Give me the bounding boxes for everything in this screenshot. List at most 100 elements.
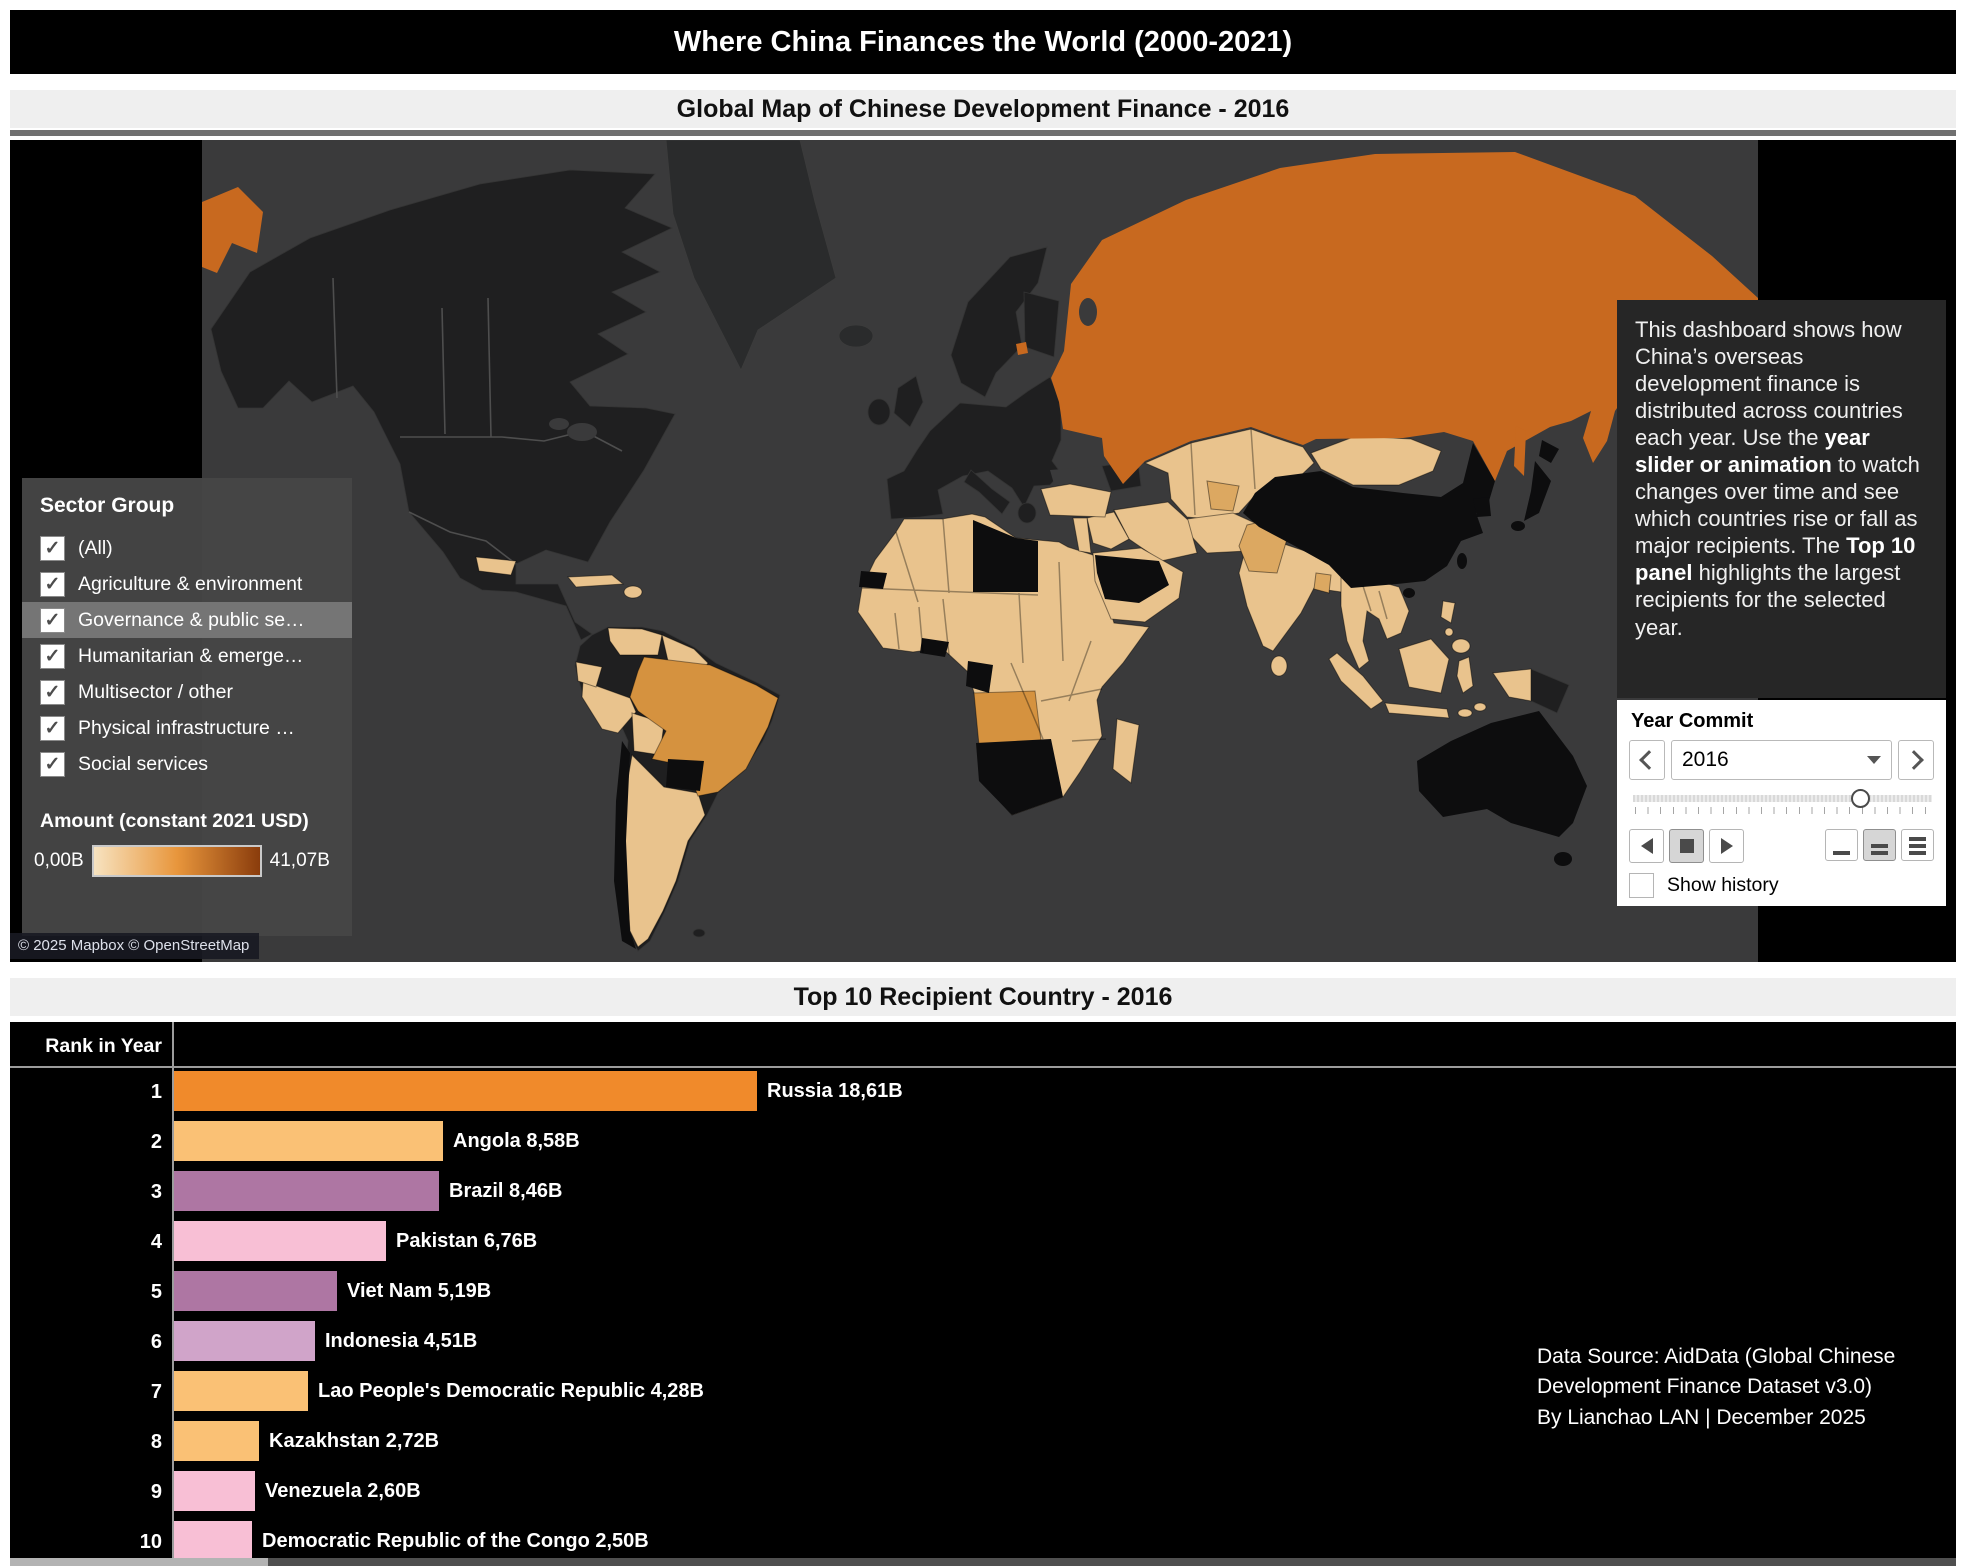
country-bar[interactable] [174,1121,443,1161]
country-bar[interactable] [174,1371,308,1411]
description-text: highlights the largest recipients for th… [1635,560,1901,640]
country-bar[interactable] [174,1071,757,1111]
playback-buttons [1629,829,1744,863]
credit-line: Data Source: AidData (Global Chinese Dev… [1537,1345,1896,1399]
speed-medium-button[interactable] [1863,829,1896,861]
sector-filter-item[interactable]: ✓ Physical infrastructure … [22,710,352,746]
top10-row: 4 Pakistan 6,76B [10,1220,1956,1270]
scrollbar-handle[interactable] [10,1558,268,1566]
year-slider-handle[interactable] [1851,789,1871,808]
show-history-row: Show history [1629,873,1934,898]
mid-finance-countries[interactable] [629,656,1042,797]
sector-filter-list: ✓ (All) ✓ Agriculture & environment ✓ Governa… [22,530,352,782]
checkbox-checked-icon[interactable]: ✓ [40,751,65,777]
year-next-button[interactable] [1898,740,1934,780]
year-prev-button[interactable] [1629,740,1665,780]
year-selector-row: 2016 [1629,740,1934,780]
sector-filter-label: Multisector / other [78,680,233,703]
map-attribution: © 2025 Mapbox © OpenStreetMap [10,933,260,959]
top10-bar-chart: Rank in Year 1 Russia 18,61B 2 Angola 8,58B… [10,1022,1956,1558]
speed-slow-button[interactable] [1825,829,1858,861]
legend-max-label: 41,07B [269,850,330,871]
bar-value-label: Venezuela 2,60B [265,1480,421,1502]
chart-vertical-divider [172,1022,174,1558]
rank-label: 2 [150,1131,162,1153]
checkbox-checked-icon[interactable]: ✓ [40,571,65,597]
top10-row: 10 Democratic Republic of the Congo 2,50B [10,1520,1956,1558]
rank-label: 7 [150,1381,162,1403]
sector-filter-label: Social services [78,752,209,775]
bar-value-label: Indonesia 4,51B [325,1330,478,1352]
bar-value-label: Viet Nam 5,19B [347,1280,492,1302]
top10-row: 5 Viet Nam 5,19B [10,1270,1956,1320]
country-bar[interactable] [174,1521,252,1558]
year-slider[interactable] [1633,789,1932,820]
dashboard-title: Where China Finances the World (2000-202… [673,25,1293,58]
sector-filter-panel: Sector Group ✓ (All) ✓ Agriculture & enviro… [22,478,352,936]
description-text: This dashboard shows how China’s oversea… [1635,317,1903,451]
bar-value-label: Brazil 8,46B [449,1180,563,1202]
chevron-left-icon [1639,750,1659,770]
checkbox-checked-icon[interactable]: ✓ [40,607,65,633]
low-finance-countries[interactable] [475,428,1532,948]
sector-filter-item[interactable]: ✓ Social services [22,746,352,782]
sector-filter-label: Governance & public se… [78,608,305,631]
bar-value-label: Russia 18,61B [767,1080,903,1102]
caret-down-icon [1867,756,1881,764]
horizontal-scrollbar[interactable] [10,1558,1956,1566]
zero-finance-countries[interactable] [614,440,1587,949]
rank-label: 9 [150,1481,162,1503]
bar-value-label: Lao People's Democratic Republic 4,28B [318,1380,704,1402]
world-map-svg[interactable] [10,140,1956,962]
sector-filter-label: Agriculture & environment [78,572,303,595]
rank-header: Rank in Year [45,1035,162,1057]
sector-filter-item[interactable]: ✓ Multisector / other [22,674,352,710]
rank-label: 1 [150,1081,162,1103]
sector-filter-item[interactable]: ✓ Governance & public se… [22,602,352,638]
checkbox-checked-icon[interactable]: ✓ [40,679,65,705]
bar-rows: 1 Russia 18,61B 2 Angola 8,58B 3 Brazil 8,46B… [10,1070,1956,1558]
rank-label: 4 [150,1231,162,1253]
year-slider-track[interactable] [1633,795,1932,802]
sector-filter-item[interactable]: ✓ Humanitarian & emerge… [22,638,352,674]
rank-label: 6 [150,1331,162,1353]
chevron-right-icon [1904,750,1924,770]
speed-slow-icon [1833,851,1850,855]
legend-gradient-bar [91,845,262,877]
top10-row: 6 Indonesia 4,51B [10,1320,1956,1370]
checkbox-checked-icon[interactable]: ✓ [40,535,65,561]
rank-label: 5 [150,1281,162,1303]
year-commit-panel: Year Commit 2016 [1617,700,1946,906]
country-bar[interactable] [174,1321,315,1361]
country-bar[interactable] [174,1421,259,1461]
top10-row: 9 Venezuela 2,60B [10,1470,1956,1520]
country-bar[interactable] [174,1171,439,1211]
show-history-checkbox[interactable] [1629,873,1654,898]
checkbox-checked-icon[interactable]: ✓ [40,643,65,669]
top10-row: 2 Angola 8,58B [10,1120,1956,1170]
bar-value-label: Pakistan 6,76B [396,1230,538,1252]
country-bar[interactable] [174,1221,386,1261]
step-back-button[interactable] [1629,829,1664,863]
top10-row: 1 Russia 18,61B [10,1070,1956,1120]
sector-filter-item[interactable]: ✓ (All) [22,530,352,566]
sector-filter-label: Physical infrastructure … [78,716,295,739]
top10-row: 3 Brazil 8,46B [10,1170,1956,1220]
speed-fast-button[interactable] [1901,829,1934,861]
chart-horizontal-divider [10,1066,1956,1068]
high-finance-countries[interactable] [202,152,1758,484]
stop-button[interactable] [1669,829,1704,863]
rank-label: 8 [150,1431,162,1453]
country-bar[interactable] [174,1271,337,1311]
speed-fast-icon [1909,851,1926,855]
sector-filter-item[interactable]: ✓ Agriculture & environment [22,566,352,602]
play-forward-icon [1720,838,1733,854]
description-bold-text: Top 10 panel [1635,533,1916,586]
world-map[interactable]: Sector Group ✓ (All) ✓ Agriculture & enviro… [10,140,1956,962]
step-back-icon [1640,838,1653,854]
year-dropdown[interactable]: 2016 [1671,740,1892,780]
play-forward-button[interactable] [1709,829,1744,863]
checkbox-checked-icon[interactable]: ✓ [40,715,65,741]
country-bar[interactable] [174,1471,255,1511]
